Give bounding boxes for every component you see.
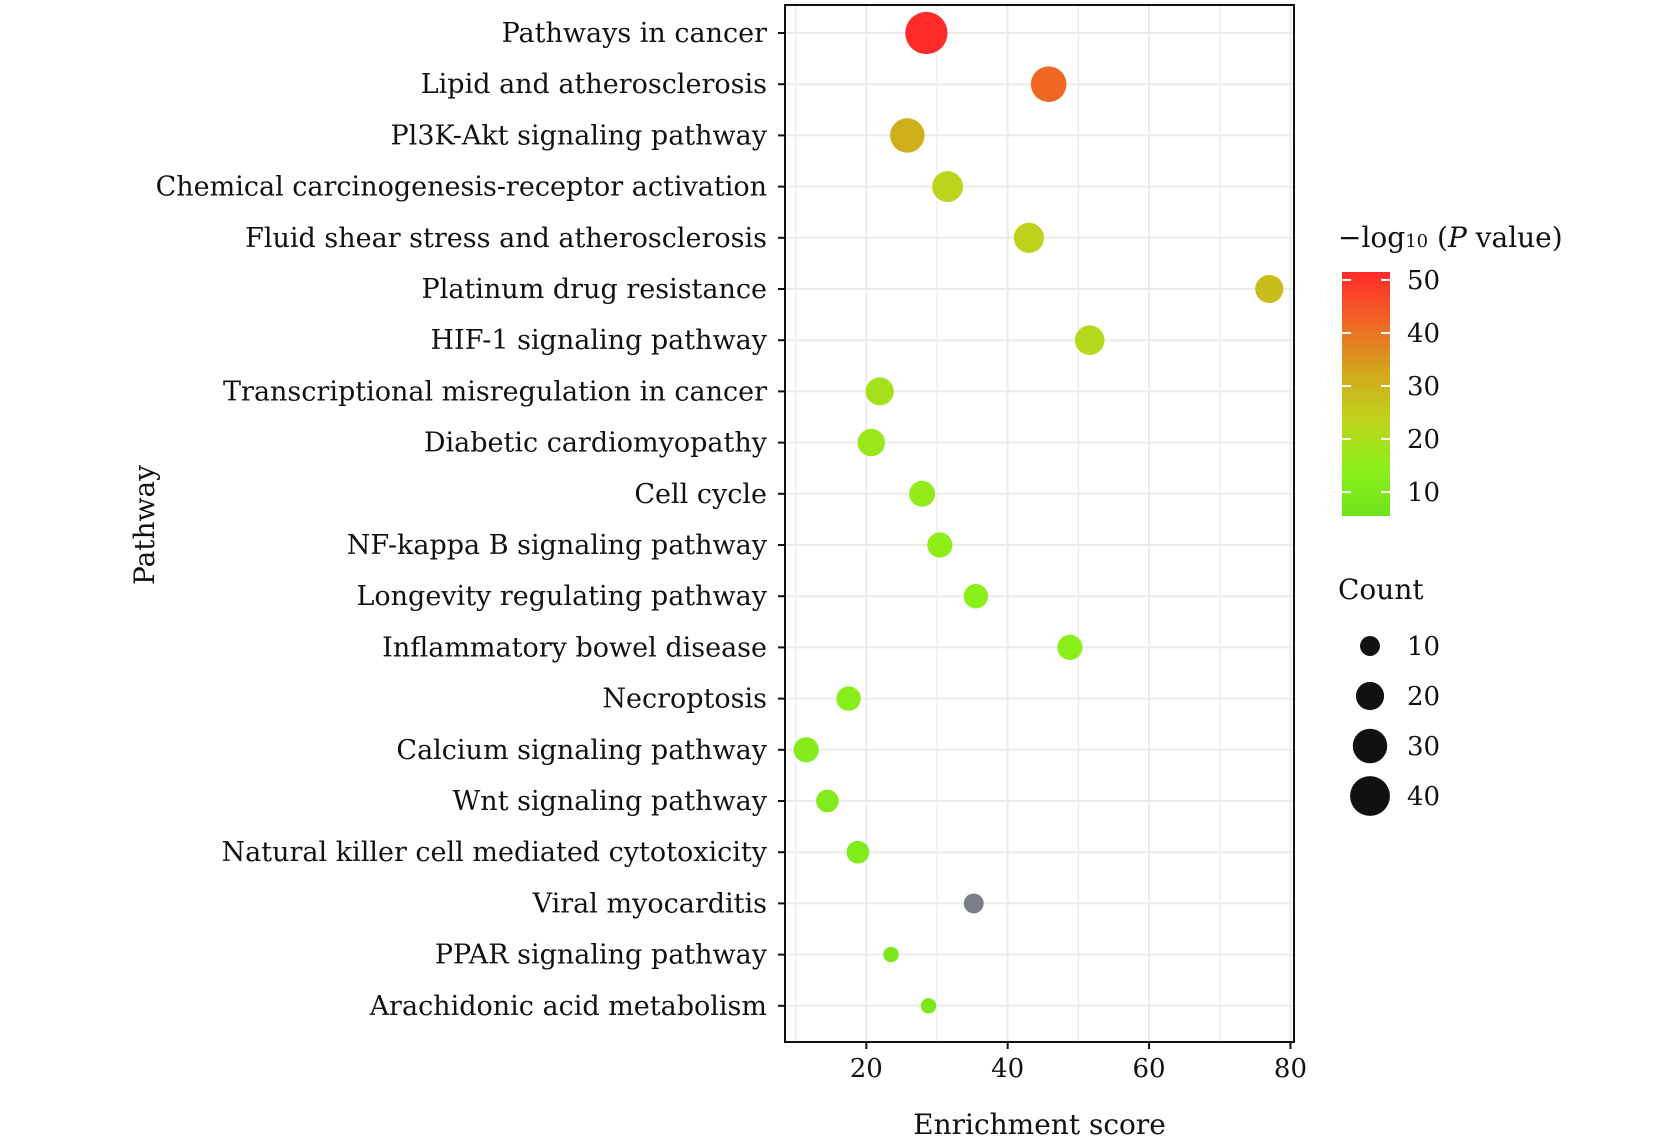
color-legend-ticks: 50 40 30 20 10 xyxy=(1342,266,1440,508)
data-point xyxy=(1074,325,1105,355)
x-tick-label: 40 xyxy=(991,1054,1024,1084)
pathway-label: Viral myocarditis xyxy=(532,888,767,919)
data-point xyxy=(816,789,839,813)
size-legend-label: 20 xyxy=(1407,682,1440,712)
size-legend-title: Count xyxy=(1338,573,1424,606)
data-point xyxy=(793,737,819,763)
x-axis-title: Enrichment score xyxy=(913,1108,1166,1141)
size-legend-label: 30 xyxy=(1407,732,1440,762)
pathway-label: Arachidonic acid metabolism xyxy=(369,991,767,1022)
data-point xyxy=(905,11,948,55)
data-point xyxy=(963,893,984,914)
colorbar-tick-label: 40 xyxy=(1407,319,1440,349)
x-axis: 20 40 60 80 xyxy=(850,1042,1307,1084)
data-point xyxy=(920,998,937,1014)
pathway-label: Cell cycle xyxy=(634,479,767,510)
pathway-label: Lipid and atherosclerosis xyxy=(421,69,767,100)
color-legend: −log10 (P value) 50 40 30 20 10 xyxy=(1338,221,1563,516)
data-point xyxy=(927,532,953,558)
pathway-label: Transcriptional misregulation in cancer xyxy=(223,376,767,407)
colorbar-tick-label: 30 xyxy=(1407,372,1440,402)
data-points xyxy=(793,11,1284,1014)
color-legend-title: −log10 (P value) xyxy=(1338,221,1563,254)
pathway-label: Longevity regulating pathway xyxy=(356,581,767,612)
data-point xyxy=(963,584,989,609)
data-point xyxy=(1255,274,1284,304)
y-axis: Pathways in cancer Lipid and atherosclero… xyxy=(156,18,785,1022)
pathway-label: Necroptosis xyxy=(602,684,767,715)
x-tick-label: 20 xyxy=(850,1054,883,1084)
pathway-label: Wnt signaling pathway xyxy=(453,786,768,817)
data-point xyxy=(932,171,964,203)
pathway-label: HIF-1 signaling pathway xyxy=(431,325,768,356)
size-legend-label: 10 xyxy=(1407,632,1440,662)
data-point xyxy=(1057,634,1083,661)
data-point xyxy=(1013,222,1045,253)
x-tick-label: 60 xyxy=(1133,1054,1166,1084)
pathway-label: Inflammatory bowel disease xyxy=(382,632,767,663)
size-legend-circle xyxy=(1352,728,1388,764)
size-legend-circle xyxy=(1350,776,1390,816)
size-legend: Count 10 20 30 40 xyxy=(1338,573,1440,816)
plot-panel-border xyxy=(784,4,1295,1043)
pathway-label: Platinum drug resistance xyxy=(422,274,767,305)
colorbar-tick-label: 50 xyxy=(1407,266,1440,296)
data-point xyxy=(865,377,894,406)
pathway-label: PPAR signaling pathway xyxy=(435,940,768,971)
data-point xyxy=(846,840,870,864)
colorbar-tick-label: 20 xyxy=(1407,425,1440,455)
data-point xyxy=(857,428,885,457)
data-point xyxy=(883,946,899,963)
pathway-label: Pathways in cancer xyxy=(502,18,768,49)
y-axis-title: Pathway xyxy=(128,465,161,585)
pathway-label: Calcium signaling pathway xyxy=(396,735,767,766)
x-tick-label: 80 xyxy=(1274,1054,1307,1084)
color-legend-bar xyxy=(1342,272,1390,516)
pathway-label: Pl3K-Akt signaling pathway xyxy=(391,120,768,151)
colorbar-tick-label: 10 xyxy=(1407,478,1440,508)
size-legend-label: 40 xyxy=(1407,782,1440,812)
size-legend-items: 10 20 30 40 xyxy=(1350,632,1440,816)
data-point xyxy=(1030,66,1067,103)
pathway-label: Chemical carcinogenesis-receptor activat… xyxy=(156,172,767,203)
size-legend-circle xyxy=(1355,681,1385,711)
data-point xyxy=(836,686,861,711)
grid-lines xyxy=(785,5,1294,1042)
pathway-label: Fluid shear stress and atherosclerosis xyxy=(245,223,767,254)
data-point xyxy=(909,480,936,507)
pathway-label: Natural killer cell mediated cytotoxicit… xyxy=(222,837,768,868)
pathway-label: Diabetic cardiomyopathy xyxy=(424,428,768,459)
pathway-label: NF-kappa B signaling pathway xyxy=(347,530,768,561)
size-legend-circle xyxy=(1360,636,1380,656)
data-point xyxy=(890,118,925,153)
